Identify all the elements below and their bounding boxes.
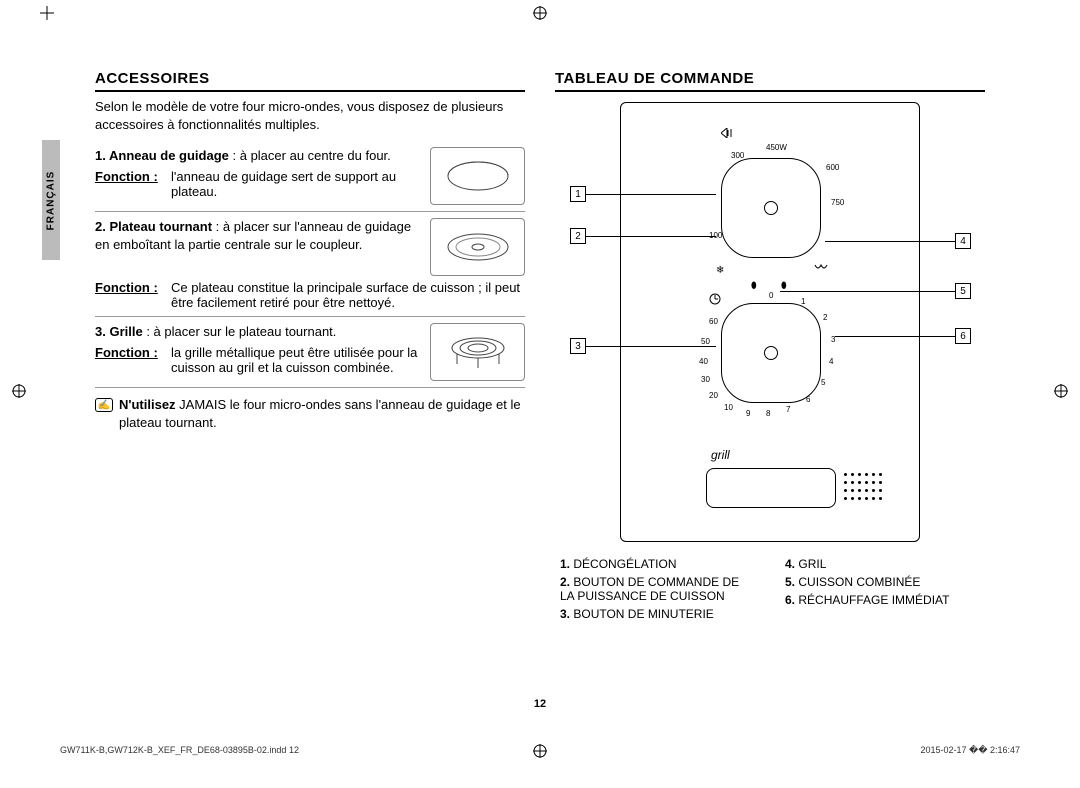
function-label: Fonction : <box>95 345 165 375</box>
registration-mark <box>533 6 547 20</box>
speaker-icon <box>721 128 735 138</box>
defrost-icon: ❄ <box>716 263 730 275</box>
svg-text:❄: ❄ <box>716 265 724 275</box>
callout-3: 3 <box>570 338 586 354</box>
grill-icon <box>813 263 831 275</box>
function-label: Fonction : <box>95 280 165 310</box>
timer-dial <box>721 303 821 403</box>
callout-2: 2 <box>570 228 586 244</box>
registration-mark <box>12 384 26 398</box>
accessory-item: 1. Anneau de guidage : à placer au centr… <box>95 141 525 212</box>
warning-note: ✍ N'utilisez JAMAIS le four micro-ondes … <box>95 396 525 431</box>
function-text: Ce plateau constitue la principale surfa… <box>171 280 525 310</box>
function-text: l'anneau de guidage sert de support au p… <box>171 169 422 199</box>
language-tab: FRANÇAIS <box>42 140 60 260</box>
accessories-intro: Selon le modèle de votre four micro-onde… <box>95 98 525 133</box>
registration-mark <box>1054 384 1068 398</box>
combi-icon: ⬮ <box>751 278 765 290</box>
warning-icon: ✍ <box>95 398 113 412</box>
page-number: 12 <box>0 698 1080 710</box>
control-panel-section: TABLEAU DE COMMANDE 450W 300 600 750 100… <box>555 70 985 625</box>
callout-4: 4 <box>955 233 971 249</box>
function-label: Fonction : <box>95 169 165 199</box>
footer-timestamp: 2015-02-17 �� 2:16:47 <box>920 745 1020 756</box>
power-label: 600 <box>826 163 839 172</box>
grill-rack-image <box>430 323 525 381</box>
power-label: 450W <box>766 143 787 152</box>
power-dial <box>721 158 821 258</box>
svg-text:⬮: ⬮ <box>751 280 757 290</box>
clock-icon <box>709 293 721 305</box>
function-text: la grille métallique peut être utilisée … <box>171 345 422 375</box>
control-panel-diagram: 450W 300 600 750 100 ❄ ⬮ ⬮ 0 1 2 <box>620 102 920 542</box>
accessories-heading: ACCESSOIRES <box>95 70 525 92</box>
svg-text:⬮: ⬮ <box>781 280 787 290</box>
callout-6: 6 <box>955 328 971 344</box>
footer-filename: GW711K-B,GW712K-B_XEF_FR_DE68-03895B-02.… <box>60 745 299 756</box>
control-panel-legend: 1. DÉCONGÉLATION 2. BOUTON DE COMMANDE D… <box>560 557 980 625</box>
power-label: 750 <box>831 198 844 207</box>
door-open-button <box>706 468 836 508</box>
turntable-image <box>430 218 525 276</box>
roller-ring-image <box>430 147 525 205</box>
footer: GW711K-B,GW712K-B_XEF_FR_DE68-03895B-02.… <box>60 745 1020 756</box>
accessory-item: 2. Plateau tournant : à placer sur l'ann… <box>95 212 525 317</box>
language-label: FRANÇAIS <box>46 170 57 230</box>
crop-mark <box>40 6 54 20</box>
grill-label: grill <box>711 448 730 462</box>
accessory-item: 3. Grille : à placer sur le plateau tour… <box>95 317 525 388</box>
control-panel-heading: TABLEAU DE COMMANDE <box>555 70 985 92</box>
speaker-grille <box>844 473 884 503</box>
callout-1: 1 <box>570 186 586 202</box>
callout-5: 5 <box>955 283 971 299</box>
combi-icon: ⬮ <box>781 278 795 290</box>
accessories-section: ACCESSOIRES Selon le modèle de votre fou… <box>95 70 525 625</box>
